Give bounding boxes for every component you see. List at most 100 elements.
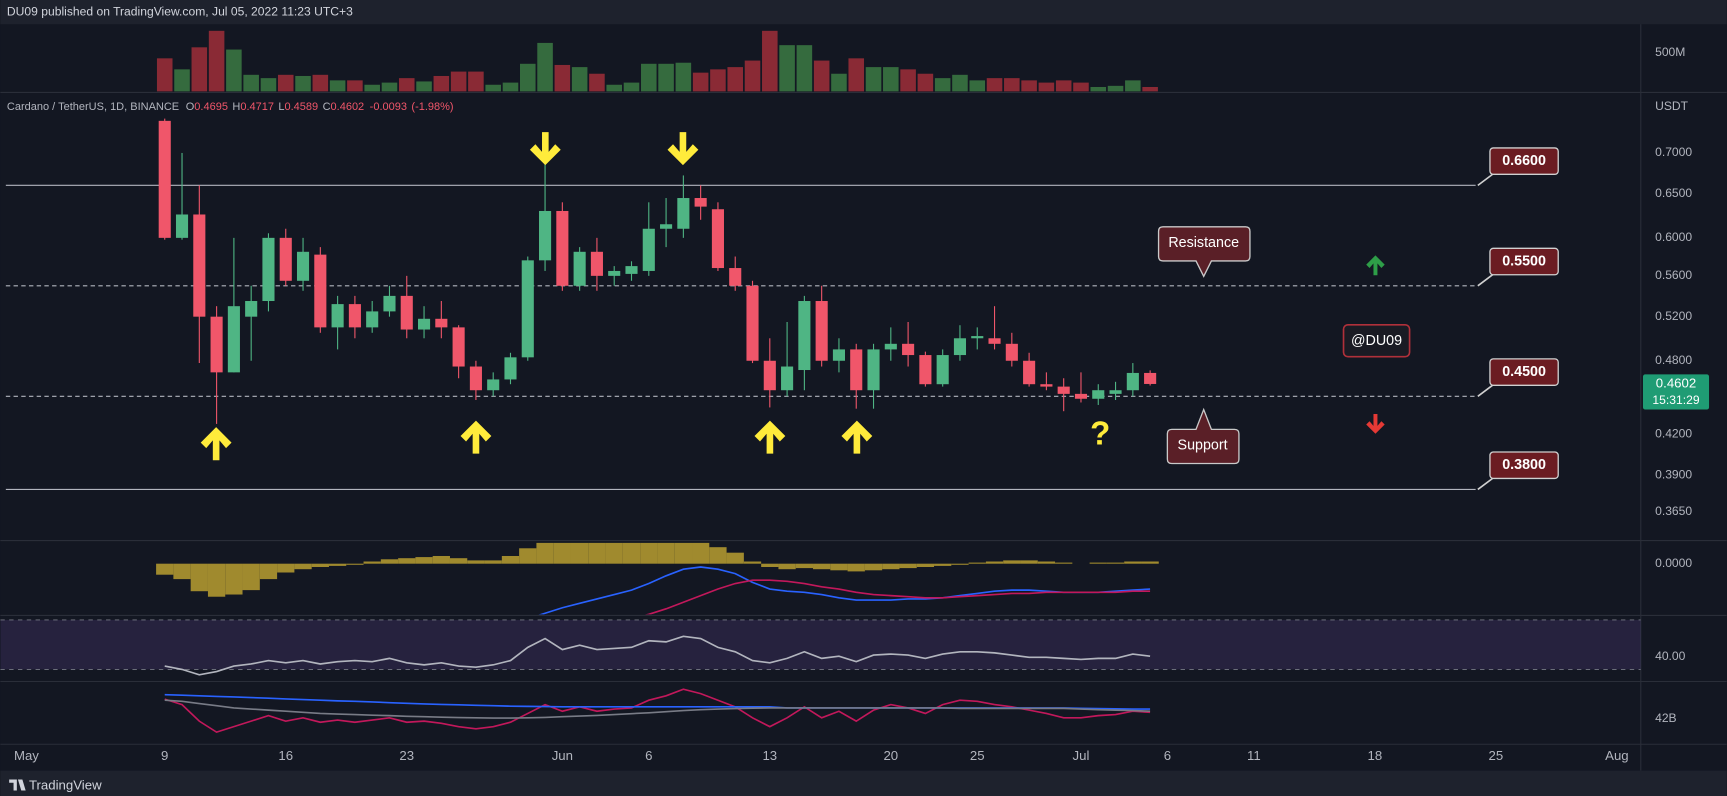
x-tick-label: 25	[1489, 748, 1504, 763]
candle-body	[1144, 372, 1157, 384]
candle-body	[832, 349, 846, 361]
volume-bar	[623, 82, 640, 92]
support-callout	[1166, 407, 1240, 465]
volume-bar	[364, 84, 380, 92]
candle-body	[348, 304, 361, 328]
candle-body	[936, 355, 949, 385]
level-label: 0.6600	[1502, 153, 1546, 169]
obv-panel	[164, 688, 1151, 734]
candle-body	[867, 349, 880, 391]
volume-bar	[658, 63, 674, 92]
volume-bar	[589, 73, 605, 92]
currency: USDT	[1655, 99, 1689, 113]
candle-body	[435, 318, 448, 328]
macd-histogram-bar	[934, 563, 952, 566]
x-tick-label: 11	[1247, 748, 1261, 763]
x-tick-label: Jun	[552, 748, 573, 763]
panel-borders	[0, 24, 1727, 771]
macd-histogram-bar	[432, 555, 450, 564]
ohlc-label: H	[232, 101, 240, 113]
footer-text: TradingView	[29, 778, 102, 793]
macd-histogram-bar	[813, 563, 831, 570]
macd-histogram-bar	[830, 563, 848, 571]
volume-bar	[398, 78, 415, 92]
candle-body	[573, 251, 586, 286]
volume-bar	[969, 80, 986, 92]
volume-bar	[675, 62, 692, 92]
macd-histogram-bar	[484, 560, 502, 564]
y-tick-label: 0.5600	[1655, 268, 1692, 282]
candle-body	[366, 311, 379, 328]
candle-body	[988, 338, 1001, 344]
candle-body	[953, 338, 967, 356]
header-bar	[0, 0, 1727, 25]
volume-bar	[174, 69, 190, 92]
macd-histogram-bar	[743, 561, 762, 564]
axes: May 9 16 23 Jun 6 13 20 25 Jul 6 11 18 25 Aug 0.7000 0.6…	[14, 45, 1692, 763]
macd-line	[645, 579, 1151, 615]
candle-body	[521, 260, 534, 358]
y-tick-label: 0.3900	[1655, 467, 1692, 481]
macd-histogram-bar	[190, 563, 208, 592]
macd-histogram-bar	[916, 563, 935, 567]
macd-histogram-bar	[864, 563, 883, 571]
macd-histogram-bar	[778, 563, 796, 570]
y-tick-label: 40.00	[1655, 649, 1686, 663]
volume-bar	[381, 82, 398, 92]
macd-histogram-bar	[1124, 561, 1142, 564]
macd-histogram-bar	[640, 542, 658, 564]
volume-bar	[1073, 82, 1089, 92]
macd-histogram-bar	[622, 542, 641, 564]
candle-body	[417, 318, 431, 330]
volume-bar	[848, 58, 865, 92]
volume-bar	[986, 78, 1003, 92]
candle-body	[210, 316, 223, 373]
volume-bar	[433, 75, 450, 92]
macd-histogram-bar	[968, 562, 986, 564]
volume-bar	[606, 84, 622, 92]
volume-panel	[156, 30, 1158, 92]
volume-bar	[226, 49, 242, 92]
macd-histogram-bar	[398, 558, 416, 564]
macd-histogram-bar	[692, 542, 710, 564]
macd-histogram-bar	[536, 542, 554, 564]
candle-body	[331, 304, 344, 328]
macd-histogram-bar	[259, 563, 278, 580]
y-tick-label: 0.5200	[1655, 309, 1692, 323]
volume-bar	[156, 58, 173, 92]
volume-bar	[1142, 86, 1158, 92]
macd-histogram-bar	[761, 563, 779, 567]
volume-bar	[243, 74, 259, 92]
candle-body	[1040, 384, 1053, 387]
volume-bar	[1021, 80, 1037, 92]
volume-bar	[762, 30, 778, 92]
volume-bar	[692, 72, 709, 92]
candle-body	[227, 306, 240, 373]
candle-body	[590, 251, 603, 276]
level-label: 0.3800	[1502, 457, 1546, 473]
y-tick-label: 0.3650	[1655, 504, 1692, 518]
volume-bar	[1055, 80, 1072, 92]
volume-bar	[883, 67, 899, 92]
volume-bar	[537, 42, 553, 92]
y-tick-label: 0.6000	[1655, 230, 1692, 244]
candle-body	[262, 237, 275, 302]
last-price-box	[1642, 374, 1710, 410]
candle-body	[400, 295, 413, 330]
macd-histogram-bar	[588, 542, 606, 564]
change-pct: (-1.98%)	[411, 101, 453, 113]
countdown: 15:31:29	[1652, 393, 1699, 407]
macd-histogram-bar	[380, 559, 399, 564]
volume-bar	[641, 63, 657, 92]
candle-body	[314, 254, 327, 328]
volume-bar	[727, 67, 744, 92]
candle-body	[469, 366, 482, 391]
macd-histogram-bar	[242, 563, 260, 591]
x-tick-label: May	[14, 748, 39, 763]
symbol: Cardano / TetherUS, 1D, BINANCE	[7, 101, 179, 113]
volume-bar	[865, 67, 882, 92]
candle-body	[642, 228, 655, 271]
resistance-label: Resistance	[1168, 235, 1239, 251]
